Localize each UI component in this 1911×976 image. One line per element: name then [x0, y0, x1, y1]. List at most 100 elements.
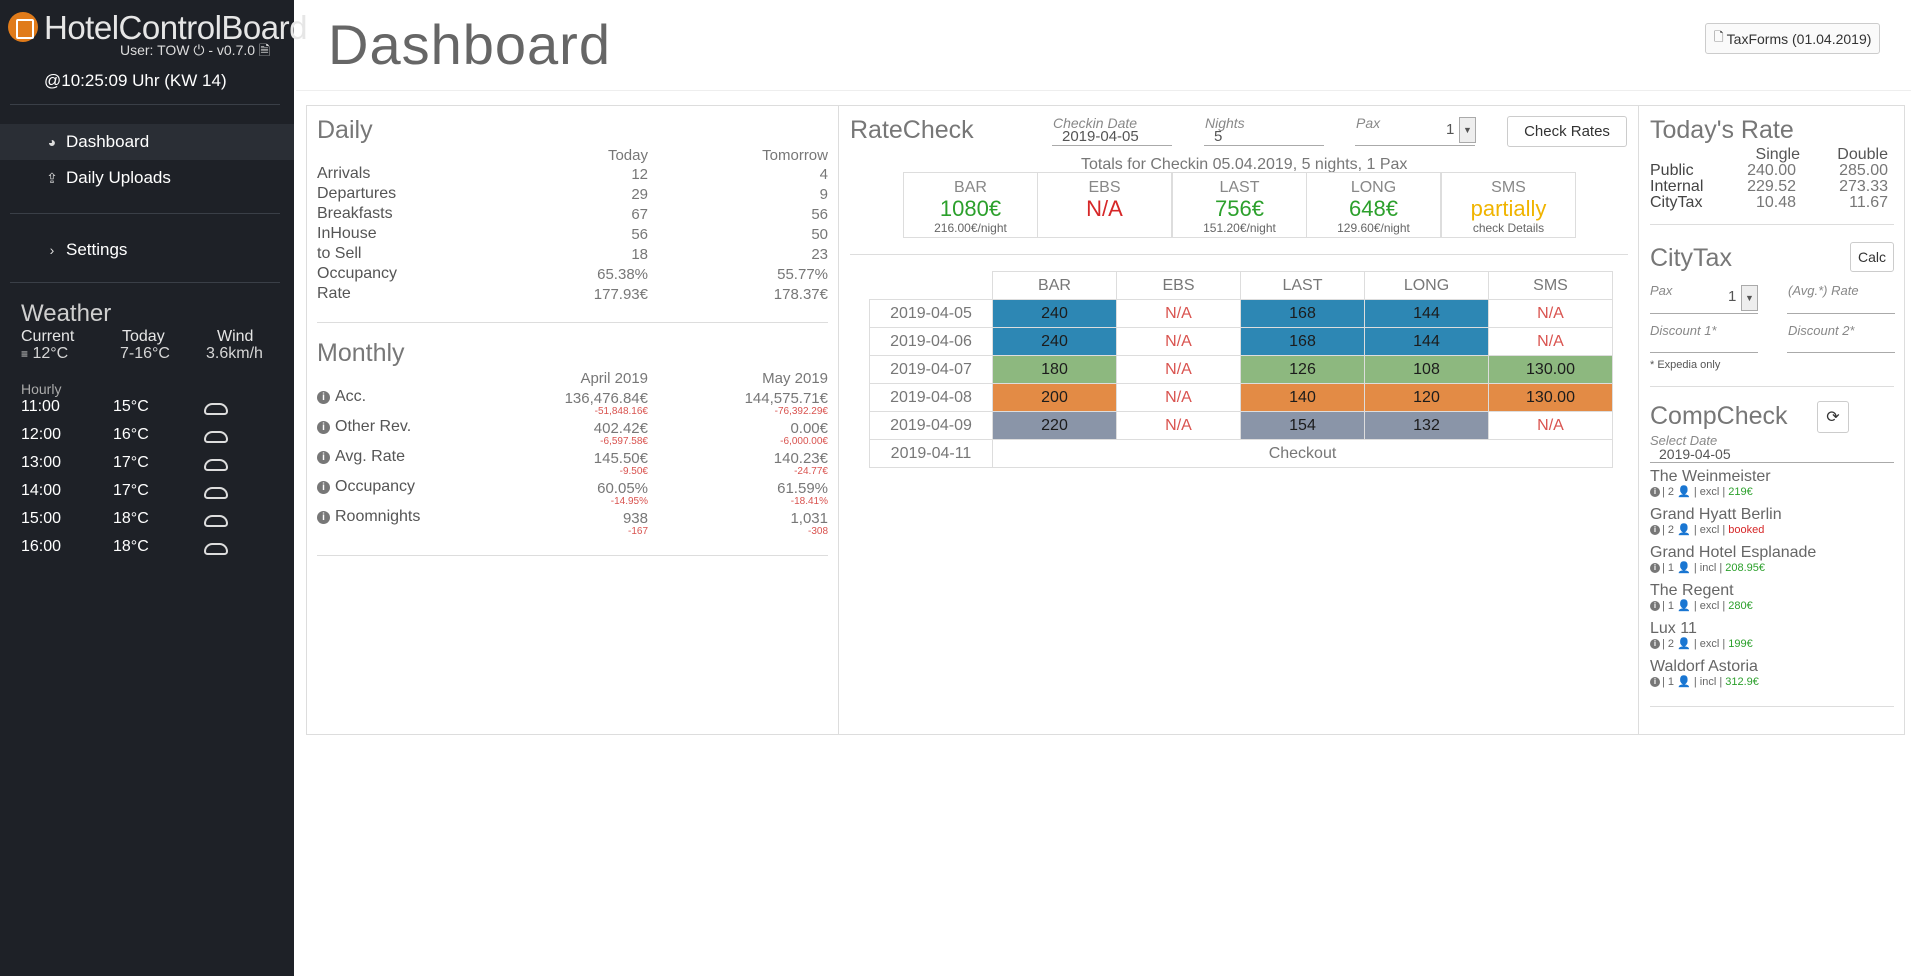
checkin-input[interactable]: 2019-04-05	[1062, 128, 1139, 145]
competitor-name[interactable]: Grand Hotel Esplanade	[1650, 544, 1817, 561]
discount1-input[interactable]: Discount 1*	[1650, 323, 1717, 338]
daily-label: Rate	[317, 285, 351, 302]
monthly-april-diff: -51,848.16€	[594, 406, 648, 417]
refresh-button[interactable]: ⟳	[1817, 401, 1849, 433]
daily-label: Occupancy	[317, 265, 398, 282]
summary-long[interactable]: LONG 648€ 129.60€/night	[1306, 172, 1441, 238]
divider	[1650, 706, 1894, 707]
daily-tomorrow: 56	[811, 206, 828, 223]
hour-time: 15:00	[21, 510, 62, 527]
hour-time: 11:00	[21, 398, 60, 415]
discount2-input[interactable]: Discount 2*	[1788, 323, 1855, 338]
monthly-row-label[interactable]: i Avg. Rate	[317, 448, 405, 466]
cloud-icon	[204, 515, 228, 527]
hourly-row: 15:00 18°C	[21, 510, 251, 537]
column-header: EBS	[1116, 271, 1241, 300]
checkin-underline	[1052, 145, 1172, 146]
select-date-label: Select Date	[1650, 433, 1718, 448]
daily-tomorrow: 50	[811, 226, 828, 243]
daily-title: Daily	[317, 116, 373, 144]
competitor-details: i | 2 👤 | excl | booked	[1650, 523, 1764, 536]
rate-cell: N/A	[1116, 411, 1241, 440]
divider	[10, 213, 280, 214]
nav-settings[interactable]: › Settings	[0, 232, 294, 268]
todays-rate-title: Today's Rate	[1650, 116, 1794, 144]
monthly-may: 1,031	[790, 510, 828, 527]
hour-temp: 18°C	[113, 538, 149, 555]
brand[interactable]: HotelControlBoard	[8, 10, 307, 46]
competitor-name[interactable]: Grand Hyatt Berlin	[1650, 506, 1782, 523]
competitor-name[interactable]: Waldorf Astoria	[1650, 658, 1758, 675]
monthly-may-diff: -24.77€	[794, 466, 828, 477]
info-icon: i	[1650, 563, 1660, 573]
hour-time: 16:00	[21, 538, 62, 555]
weather-wind-label: Wind	[217, 328, 254, 345]
col-tomorrow: Tomorrow	[762, 147, 828, 164]
competitor-name[interactable]: The Weinmeister	[1650, 468, 1771, 485]
nights-input[interactable]: 5	[1214, 128, 1223, 145]
daily-today: 12	[631, 166, 648, 183]
monthly-row-label[interactable]: i Occupancy	[317, 478, 415, 496]
hour-temp: 15°C	[113, 398, 149, 415]
monthly-row-label[interactable]: i Acc.	[317, 388, 366, 406]
hourly-row: 12:00 16°C	[21, 426, 251, 453]
summary-value: 1080€	[939, 196, 1002, 221]
calc-button[interactable]: Calc	[1850, 242, 1894, 272]
monthly-label: Roomnights	[335, 508, 421, 525]
daily-tomorrow: 4	[819, 166, 828, 183]
nav-dashboard[interactable]: ◕ Dashboard	[0, 124, 294, 160]
monthly-april: 136,476.84€	[564, 390, 648, 407]
hour-time: 12:00	[21, 426, 62, 443]
chevron-down-icon[interactable]: ▼	[1459, 117, 1476, 143]
hour-time: 14:00	[21, 482, 62, 499]
col-april: April 2019	[580, 370, 648, 387]
rate-cell: N/A	[1116, 355, 1241, 384]
brand-title: HotelControlBoard	[44, 9, 307, 46]
rate-cell: 180	[992, 355, 1117, 384]
summary-sms[interactable]: SMS partially check Details	[1441, 172, 1576, 238]
competitor-name[interactable]: Lux 11	[1650, 620, 1697, 637]
monthly-april-diff: -9.50€	[619, 466, 648, 477]
ratecheck-title: RateCheck	[850, 116, 974, 144]
rate-cell: 144	[1364, 299, 1489, 328]
info-icon: i	[1650, 601, 1660, 611]
hourly-row: 16:00 18°C	[21, 538, 251, 565]
summary-name: SMS	[1491, 179, 1526, 196]
monthly-may-diff: -18.41%	[790, 496, 828, 507]
monthly-april-diff: -167	[627, 526, 648, 537]
citytax-rate-input[interactable]: (Avg.*) Rate	[1788, 283, 1859, 298]
chevron-down-icon[interactable]: ▼	[1741, 285, 1758, 311]
summary-ebs[interactable]: EBS N/A	[1037, 172, 1172, 238]
select-date-underline	[1650, 462, 1894, 463]
citytax-pax-select[interactable]: 1	[1728, 288, 1737, 305]
monthly-row-label[interactable]: i Roomnights	[317, 508, 420, 526]
competitor-name[interactable]: The Regent	[1650, 582, 1734, 599]
check-rates-button[interactable]: Check Rates	[1507, 116, 1627, 147]
monthly-label: Occupancy	[335, 478, 416, 495]
citytax-note: * Expedia only	[1650, 359, 1721, 371]
rate-cell: 168	[1240, 327, 1365, 356]
taxforms-button[interactable]: 🗋 TaxForms (01.04.2019)	[1705, 23, 1881, 54]
summary-bar[interactable]: BAR 1080€ 216.00€/night	[903, 172, 1038, 238]
summary-last[interactable]: LAST 756€ 151.20€/night	[1172, 172, 1307, 238]
col-double: Double	[1837, 146, 1888, 163]
rate-cell: 108	[1364, 355, 1489, 384]
weather-wind-value: 3.6km/h	[206, 345, 263, 362]
summary-value: N/A	[1086, 196, 1123, 221]
select-date-input[interactable]: 2019-04-05	[1659, 446, 1731, 462]
nav-daily-uploads[interactable]: ⇪ Daily Uploads	[0, 160, 294, 196]
pax-label: Pax	[1356, 115, 1381, 131]
summary-sub[interactable]: check Details	[1472, 221, 1545, 235]
user-info[interactable]: User: TOW ⏻ - v0.7.0 🗎	[120, 42, 271, 58]
daily-today: 67	[631, 206, 648, 223]
nights-underline	[1204, 145, 1324, 146]
cloud-icon	[204, 487, 228, 499]
info-icon: i	[1650, 487, 1660, 497]
divider	[317, 322, 828, 323]
row-date: 2019-04-05	[869, 299, 993, 328]
rate-cell: 154	[1240, 411, 1365, 440]
pax-select-value[interactable]: 1	[1446, 121, 1455, 138]
monthly-row-label[interactable]: i Other Rev.	[317, 418, 411, 436]
daily-today: 65.38%	[597, 266, 648, 283]
divider	[10, 282, 280, 283]
